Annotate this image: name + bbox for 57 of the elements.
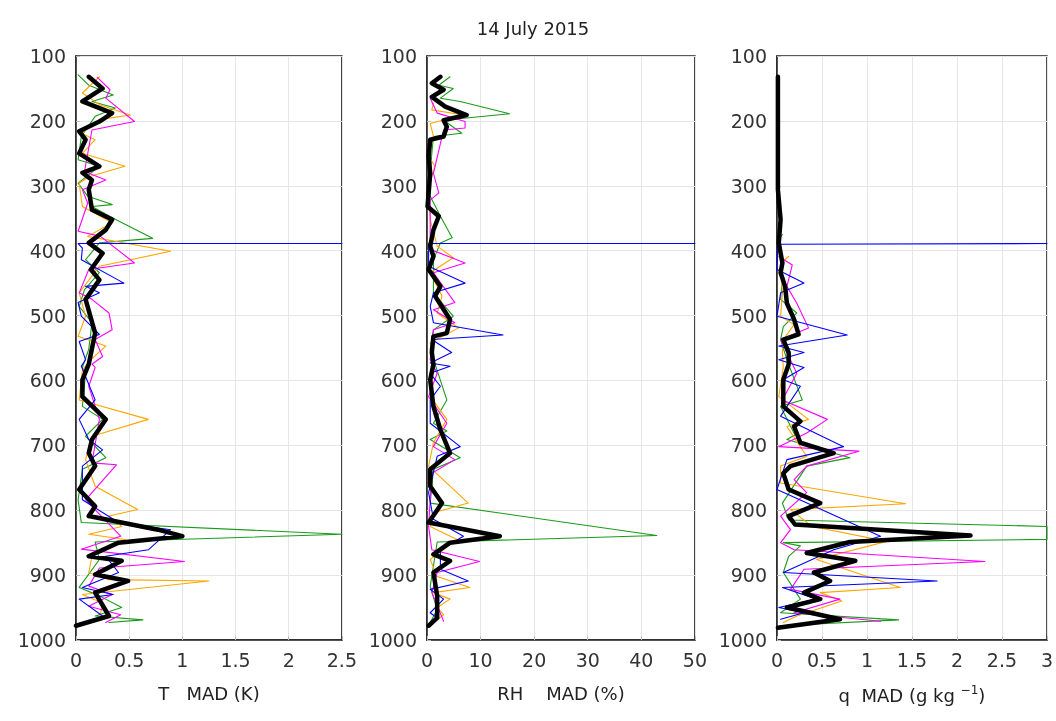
y-tick-label: 700 bbox=[730, 434, 767, 457]
y-tick-label: 200 bbox=[380, 109, 417, 132]
y-tick-label: 700 bbox=[380, 434, 417, 457]
x-tick-label: 30 bbox=[575, 648, 600, 671]
y-tick-label: 600 bbox=[380, 369, 417, 392]
x-tick-label: 2.5 bbox=[326, 648, 357, 671]
x-tick-label: 0.5 bbox=[806, 648, 838, 671]
y-tick-label: 500 bbox=[29, 304, 66, 327]
x-axis-title: T MAD (K) bbox=[157, 682, 260, 704]
y-tick-label: 100 bbox=[730, 45, 767, 67]
x-tick-label: 3 bbox=[1040, 648, 1053, 671]
line-series bbox=[778, 255, 907, 624]
line-series bbox=[775, 74, 973, 630]
x-tick-label: 2 bbox=[282, 648, 295, 671]
x-tick-label: 50 bbox=[682, 648, 708, 671]
y-tick-label: 300 bbox=[730, 174, 767, 197]
y-tick-label: 400 bbox=[29, 239, 66, 262]
y-tick-label: 500 bbox=[380, 304, 417, 327]
x-tick-label: 2 bbox=[950, 648, 964, 671]
chart-title: 14 July 2015 bbox=[476, 17, 590, 39]
y-tick-label: 1000 bbox=[718, 629, 767, 651]
y-tick-label: 1000 bbox=[17, 629, 66, 651]
y-tick-label: 300 bbox=[380, 174, 417, 197]
x-tick-label: 0 bbox=[770, 648, 784, 671]
y-tick-label: 300 bbox=[29, 174, 66, 197]
y-tick-label: 200 bbox=[730, 109, 767, 132]
y-tick-label: 100 bbox=[29, 45, 66, 67]
y-tick-label: 900 bbox=[730, 564, 767, 587]
x-tick-label: 40 bbox=[629, 648, 654, 671]
y-tick-label: 1000 bbox=[368, 629, 417, 651]
y-tick-label: 400 bbox=[730, 239, 767, 262]
y-tick-label: 200 bbox=[29, 109, 66, 132]
y-tick-label: 600 bbox=[730, 369, 767, 392]
y-tick-label: 700 bbox=[29, 434, 66, 457]
x-tick-label: 0 bbox=[420, 648, 434, 671]
x-tick-label: 2.5 bbox=[986, 648, 1018, 671]
x-tick-label: 20 bbox=[522, 648, 547, 671]
y-tick-label: 900 bbox=[29, 564, 66, 587]
x-tick-label: 1.5 bbox=[220, 648, 251, 671]
y-tick-label: 800 bbox=[29, 499, 66, 522]
y-tick-label: 400 bbox=[380, 239, 417, 262]
x-tick-label: 1 bbox=[176, 648, 189, 671]
line-series bbox=[425, 74, 503, 628]
x-axis-title: RH MAD (%) bbox=[497, 682, 625, 704]
x-tick-label: 0.5 bbox=[114, 648, 145, 671]
y-tick-label: 100 bbox=[380, 45, 417, 67]
x-tick-label: 1.5 bbox=[896, 648, 928, 671]
y-tick-label: 600 bbox=[29, 369, 66, 392]
line-series bbox=[428, 242, 696, 619]
x-tick-label: 1 bbox=[860, 648, 874, 671]
y-tick-label: 800 bbox=[730, 499, 767, 522]
y-tick-label: 500 bbox=[730, 304, 767, 327]
y-tick-label: 900 bbox=[380, 564, 417, 587]
x-tick-label: 0 bbox=[69, 648, 83, 671]
line-series bbox=[778, 255, 986, 622]
y-tick-label: 800 bbox=[380, 499, 417, 522]
x-tick-label: 10 bbox=[468, 648, 493, 671]
